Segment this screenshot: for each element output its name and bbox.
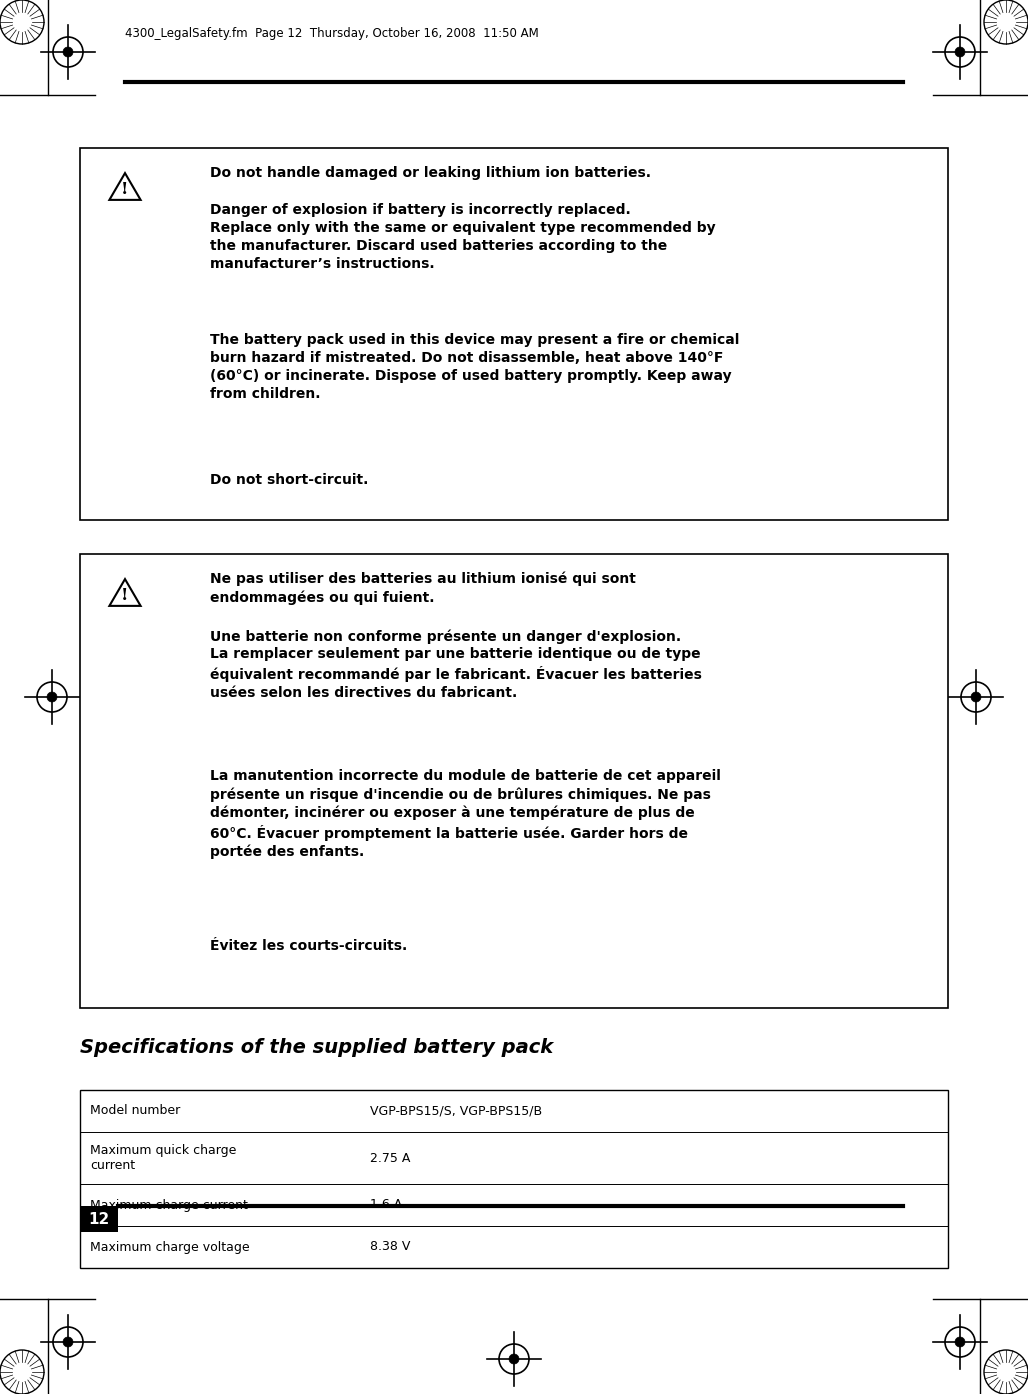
Text: 1.6 A: 1.6 A xyxy=(370,1199,402,1211)
Circle shape xyxy=(63,47,73,57)
Circle shape xyxy=(971,691,981,703)
FancyBboxPatch shape xyxy=(80,553,948,1008)
Text: Ne pas utiliser des batteries au lithium ionisé qui sont
endommagées ou qui fuie: Ne pas utiliser des batteries au lithium… xyxy=(210,572,636,605)
FancyBboxPatch shape xyxy=(80,1090,948,1269)
Text: Model number: Model number xyxy=(90,1104,180,1118)
Text: !: ! xyxy=(121,587,128,605)
Circle shape xyxy=(955,1337,965,1347)
Text: Do not handle damaged or leaking lithium ion batteries.: Do not handle damaged or leaking lithium… xyxy=(210,166,651,180)
Circle shape xyxy=(509,1354,519,1363)
Text: Maximum charge current: Maximum charge current xyxy=(90,1199,248,1211)
Text: !: ! xyxy=(121,181,128,198)
Text: 2.75 A: 2.75 A xyxy=(370,1151,410,1164)
Text: Danger of explosion if battery is incorrectly replaced.
Replace only with the sa: Danger of explosion if battery is incorr… xyxy=(210,204,715,270)
Text: VGP-BPS15/S, VGP-BPS15/B: VGP-BPS15/S, VGP-BPS15/B xyxy=(370,1104,542,1118)
Text: Maximum quick charge
current: Maximum quick charge current xyxy=(90,1144,236,1172)
Text: Une batterie non conforme présente un danger d'explosion.
La remplacer seulement: Une batterie non conforme présente un da… xyxy=(210,629,702,700)
Circle shape xyxy=(47,691,57,703)
Text: Maximum charge voltage: Maximum charge voltage xyxy=(90,1241,250,1253)
Text: Specifications of the supplied battery pack: Specifications of the supplied battery p… xyxy=(80,1039,553,1057)
Text: 4300_LegalSafety.fm  Page 12  Thursday, October 16, 2008  11:50 AM: 4300_LegalSafety.fm Page 12 Thursday, Oc… xyxy=(125,28,539,40)
Text: Do not short-circuit.: Do not short-circuit. xyxy=(210,473,368,487)
Text: The battery pack used in this device may present a fire or chemical
burn hazard : The battery pack used in this device may… xyxy=(210,333,739,400)
Text: La manutention incorrecte du module de batterie de cet appareil
présente un risq: La manutention incorrecte du module de b… xyxy=(210,769,721,859)
Circle shape xyxy=(955,47,965,57)
FancyBboxPatch shape xyxy=(80,1206,118,1232)
Circle shape xyxy=(63,1337,73,1347)
Text: 8.38 V: 8.38 V xyxy=(370,1241,410,1253)
FancyBboxPatch shape xyxy=(80,148,948,520)
Text: 12: 12 xyxy=(88,1211,110,1227)
Text: Évitez les courts-circuits.: Évitez les courts-circuits. xyxy=(210,940,407,953)
